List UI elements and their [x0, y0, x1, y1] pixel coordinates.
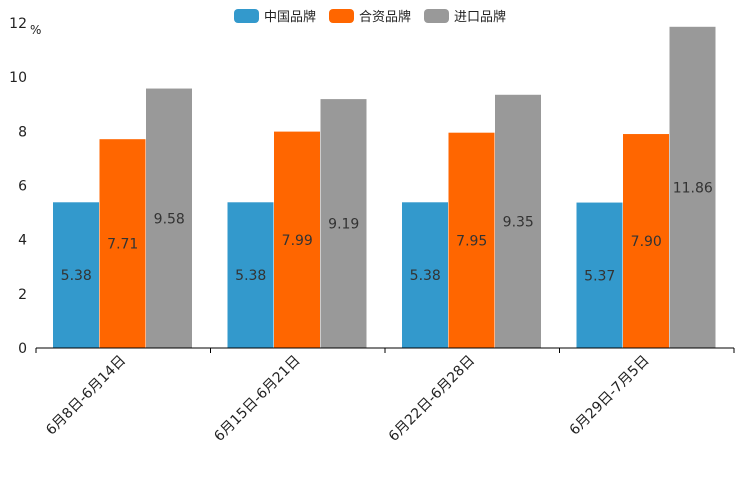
data-label: 9.19 — [328, 217, 359, 233]
data-label: 7.99 — [282, 233, 313, 249]
bar — [576, 202, 623, 348]
y-tick-label: 6 — [18, 179, 27, 195]
data-label: 5.37 — [584, 268, 615, 284]
x-tick-label: 6月22日-6月28日 — [386, 353, 478, 445]
bar — [146, 88, 192, 349]
y-axis: 0 2 4 6 8 10 12 — [9, 16, 27, 357]
data-label: 11.86 — [673, 180, 713, 196]
y-tick-label: 4 — [18, 233, 27, 249]
x-tick-label: 6月8日-6月14日 — [43, 353, 129, 439]
data-label: 9.58 — [154, 211, 185, 227]
legend-label-3: 进口品牌 — [454, 9, 506, 25]
y-tick-label: 2 — [18, 287, 27, 303]
bar — [402, 202, 448, 348]
data-label: 7.71 — [107, 237, 138, 253]
y-axis-unit-label: % — [30, 23, 41, 37]
bar — [495, 94, 541, 348]
data-labels: 5.38 7.71 9.58 5.38 7.99 9.19 5.38 7.95 9.35 5.37… — [61, 180, 713, 284]
legend-swatch-3 — [424, 9, 449, 23]
legend: 中国品牌 合资品牌 进口品牌 — [234, 9, 506, 25]
x-tick-label: 6月29日-7月5日 — [567, 353, 653, 439]
bar — [53, 202, 99, 348]
data-label: 7.95 — [456, 233, 487, 249]
y-tick-label: 10 — [9, 70, 27, 86]
legend-swatch-2 — [329, 9, 354, 23]
y-tick-label: 12 — [9, 16, 27, 32]
bar — [448, 132, 495, 348]
bar — [227, 202, 274, 348]
bar — [274, 131, 320, 348]
bar — [320, 99, 367, 349]
x-axis: 6月8日-6月14日 6月15日-6月21日 6月22日-6月28日 6月29日-7月… — [35, 348, 735, 445]
data-label: 5.38 — [235, 268, 266, 284]
bar — [99, 139, 146, 348]
bar — [669, 26, 716, 349]
y-tick-label: 0 — [18, 341, 27, 357]
bar — [623, 134, 669, 348]
bars — [53, 26, 716, 349]
legend-label-2: 合资品牌 — [359, 9, 411, 25]
legend-label-1: 中国品牌 — [264, 9, 316, 25]
data-label: 9.35 — [503, 214, 534, 230]
x-tick-label: 6月15日-6月21日 — [211, 353, 303, 445]
data-label: 5.38 — [410, 268, 441, 284]
legend-swatch-1 — [234, 9, 259, 23]
data-label: 7.90 — [631, 234, 662, 250]
y-tick-label: 8 — [18, 124, 27, 140]
data-label: 5.38 — [61, 268, 92, 284]
